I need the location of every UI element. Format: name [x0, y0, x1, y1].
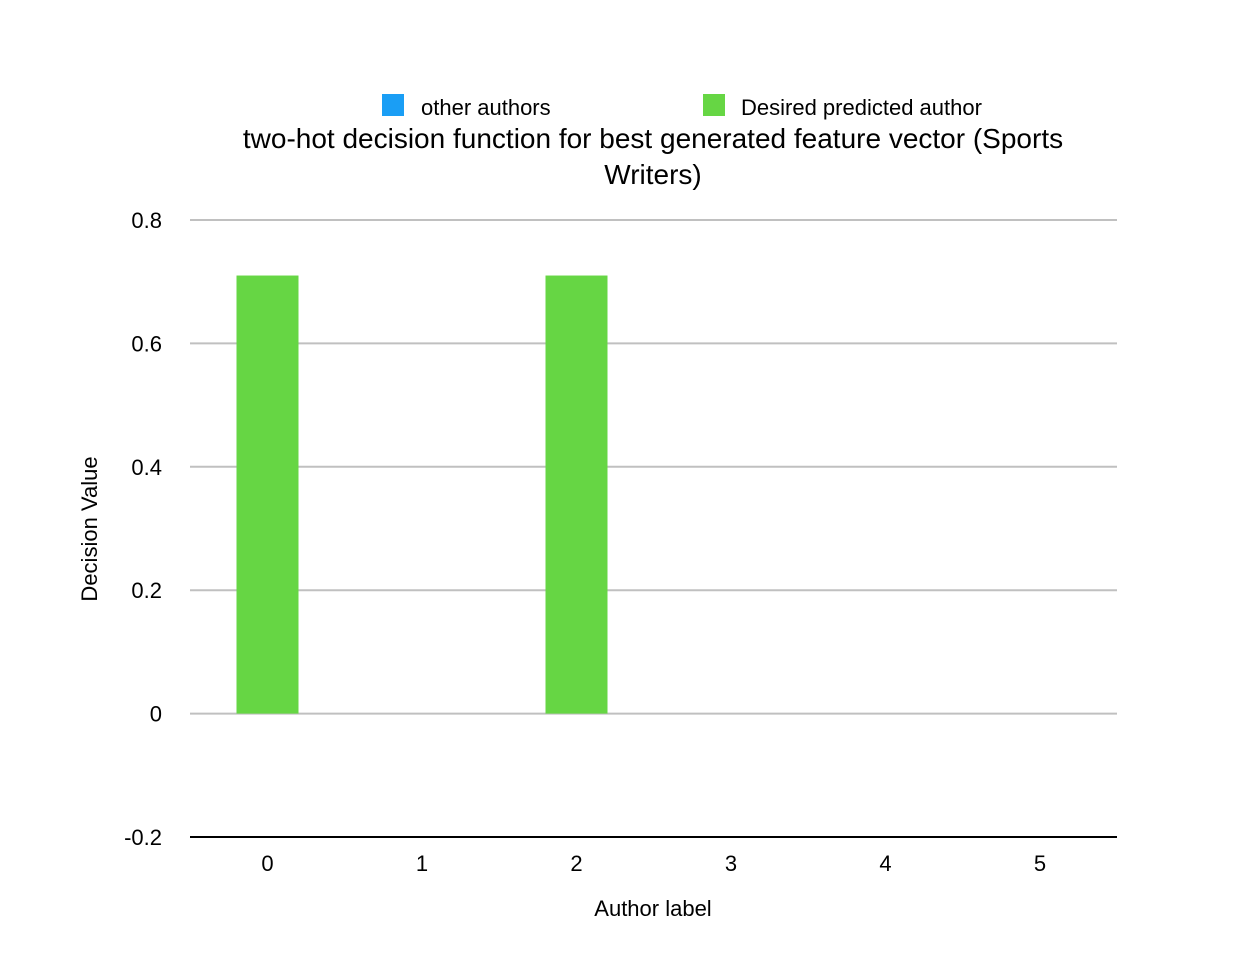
bar-2-series-1 [545, 275, 608, 714]
x-tick-label: 1 [416, 851, 428, 876]
y-tick-label: 0.8 [131, 208, 162, 233]
bars [236, 275, 608, 714]
chart-title-line-1: two-hot decision function for best gener… [243, 123, 1063, 154]
x-tick-label: 5 [1034, 851, 1046, 876]
bar-0-series-1 [236, 275, 299, 714]
legend-swatch-other-authors [382, 94, 404, 116]
y-tick-label: 0.4 [131, 455, 162, 480]
gridlines [190, 219, 1117, 715]
y-axis-title: Decision Value [77, 456, 102, 601]
x-tick-label: 3 [725, 851, 737, 876]
legend: other authors Desired predicted author [382, 94, 982, 120]
legend-label-other-authors: other authors [421, 95, 551, 120]
y-tick-label: 0.6 [131, 331, 162, 356]
y-tick-label: 0.2 [131, 578, 162, 603]
x-axis-ticks: 0 1 2 3 4 5 [261, 851, 1046, 876]
y-tick-label: -0.2 [124, 825, 162, 850]
y-axis-ticks: 0.8 0.6 0.4 0.2 0 -0.2 [124, 208, 162, 850]
x-tick-label: 0 [261, 851, 273, 876]
x-tick-label: 4 [879, 851, 891, 876]
legend-label-desired-predicted-author: Desired predicted author [741, 95, 982, 120]
chart-title-line-2: Writers) [604, 159, 701, 190]
x-tick-label: 2 [570, 851, 582, 876]
x-axis-title: Author label [594, 896, 711, 921]
y-tick-label: 0 [150, 702, 162, 727]
legend-swatch-desired-predicted-author [703, 94, 725, 116]
